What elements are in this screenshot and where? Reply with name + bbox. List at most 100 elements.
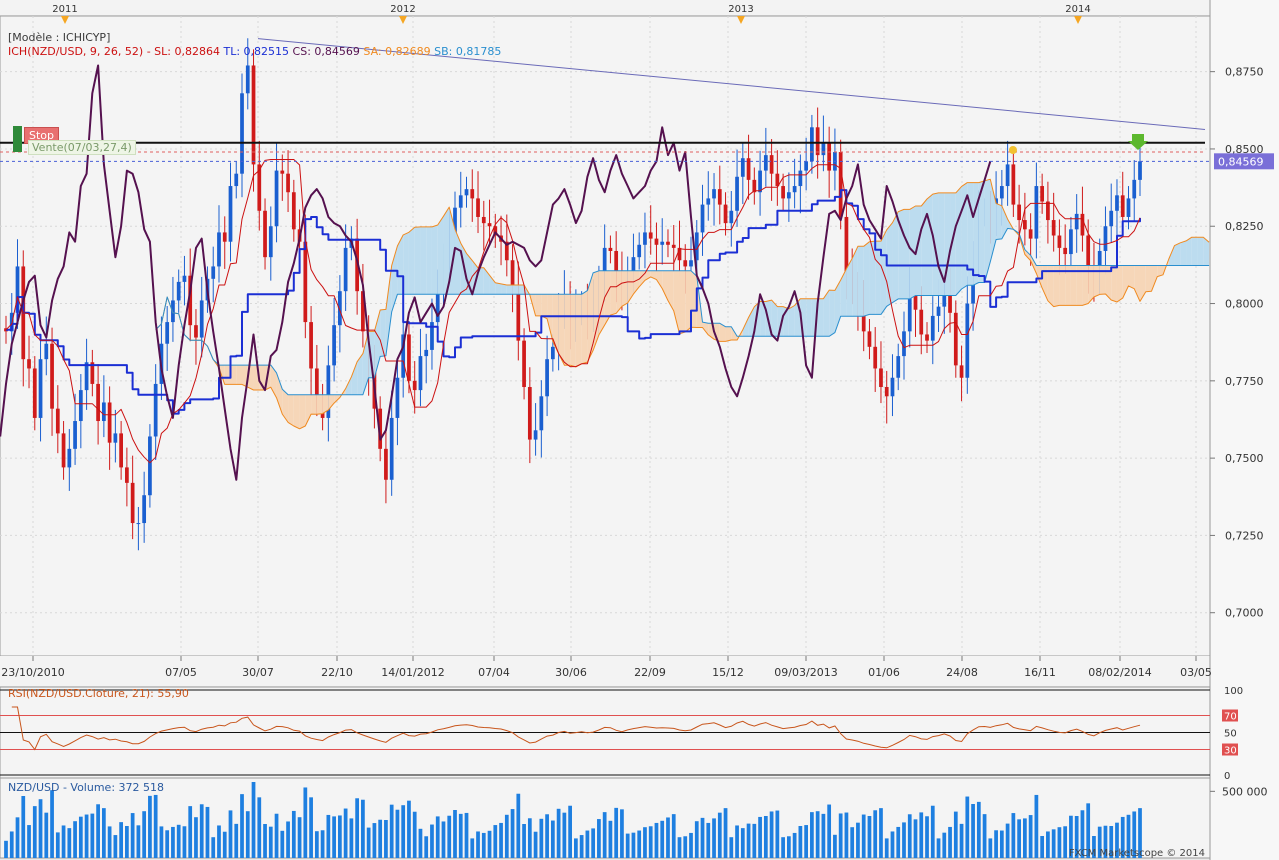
volume-bar (873, 810, 878, 858)
kumo-cloud-segment (1145, 265, 1152, 292)
candle-body (504, 241, 509, 261)
rsi-tick-bg (1222, 709, 1238, 722)
kumo-cloud-segment (362, 331, 369, 395)
kumo-cloud-segment (1065, 265, 1071, 306)
volume-bar (568, 805, 572, 858)
volume-bar (499, 822, 503, 858)
volume-bar (447, 815, 452, 858)
candle-body (384, 448, 388, 480)
candle-body (268, 226, 273, 258)
volume-bar (522, 824, 526, 858)
kumo-cloud-segment (656, 270, 663, 289)
kumo-cloud-segment (880, 229, 887, 315)
kumo-cloud-segment (978, 180, 985, 283)
volume-bar (786, 836, 791, 858)
candle-body (545, 359, 549, 397)
candle-body (648, 232, 653, 239)
candle-body (291, 192, 296, 230)
candle-body (671, 244, 676, 248)
stop-order-handle[interactable] (13, 126, 22, 152)
kumo-cloud-segment (1140, 265, 1146, 302)
volume-bar (38, 799, 43, 858)
volume-bar (1046, 831, 1050, 858)
kumo-cloud-segment (501, 283, 507, 295)
volume-bar (740, 828, 745, 858)
candle-body (90, 362, 95, 384)
volume-bar (930, 805, 935, 858)
kumo-cloud-segment (593, 270, 599, 351)
kumo-cloud-segment (368, 331, 375, 378)
volume-bar (268, 826, 273, 858)
sell-order-label[interactable]: Vente(07/03,27,4) (28, 140, 136, 155)
volume-bar (84, 814, 89, 858)
volume-bar (332, 816, 336, 858)
volume-bar (574, 838, 578, 858)
volume-bar (78, 816, 83, 858)
candle-body (27, 359, 31, 369)
candle-body (326, 365, 331, 418)
candle-body (1086, 235, 1091, 267)
kumo-cloud-segment (541, 294, 548, 319)
volume-bar (637, 830, 642, 858)
candle-body (522, 340, 526, 388)
volume-bar (1086, 803, 1091, 858)
volume-bar (222, 831, 227, 858)
candle-body (176, 281, 181, 301)
kumo-cloud-segment (1180, 240, 1187, 266)
ich-name: ICH(NZD/USD, 9, 26, 52) - (8, 45, 151, 58)
kumo-cloud-segment (489, 275, 496, 295)
candle-body (1005, 164, 1010, 187)
year-label: 2011 (52, 4, 77, 15)
kumo-cloud-segment (1111, 265, 1117, 302)
candle-body (637, 244, 642, 258)
chikou-span (0, 64, 992, 481)
y-tick-label: 0,8000 (1225, 298, 1264, 311)
volume-bar (378, 819, 383, 858)
candle-body (1028, 229, 1033, 239)
volume-bar (1074, 816, 1079, 858)
volume-bar (458, 813, 463, 858)
volume-bar (113, 835, 118, 858)
ichimoku-legend: ICH(NZD/USD, 9, 26, 52) - SL: 0,82864 TL… (8, 45, 501, 58)
senkou-span-b (155, 227, 1210, 396)
kumo-cloud-segment (414, 226, 421, 295)
kumo-cloud-segment (823, 290, 830, 337)
candle-body (435, 281, 440, 323)
candle-body (211, 266, 216, 279)
volume-bar (188, 806, 193, 858)
volume-bar (896, 826, 901, 858)
candle-body (884, 387, 889, 397)
volume-bar (671, 814, 676, 858)
candle-body (631, 257, 636, 273)
candle-body (96, 383, 100, 422)
volume-bar (418, 828, 423, 858)
candle-body (660, 241, 665, 245)
volume-bar (228, 810, 233, 858)
volume-bar (148, 795, 152, 858)
candle-body (999, 186, 1004, 199)
volume-bar (372, 823, 377, 858)
kumo-cloud-segment (950, 192, 956, 296)
kumo-cloud-segment (1099, 265, 1106, 295)
last-price-tag-label: 0,84569 (1218, 155, 1264, 168)
kumo-cloud-segment (282, 389, 289, 423)
kumo-cloud-segment (1093, 265, 1100, 298)
volume-bar (660, 820, 665, 858)
candle-body (412, 380, 417, 391)
kumo-cloud-segment (483, 267, 490, 295)
candle-body (666, 241, 670, 245)
kumo-cloud-segment (403, 232, 409, 295)
volume-bar (988, 838, 993, 858)
candle-body (240, 93, 244, 174)
volume-bar (562, 812, 567, 858)
volume-bar (585, 830, 590, 858)
volume-bar (798, 826, 803, 858)
volume-bar (245, 811, 250, 858)
volume-bar (326, 814, 331, 858)
year-marker (737, 16, 745, 24)
trendline (257, 38, 1206, 130)
candle-body (810, 127, 814, 162)
volume-bar (1080, 810, 1085, 858)
volume-bar (838, 813, 843, 858)
candle-body (332, 325, 336, 366)
